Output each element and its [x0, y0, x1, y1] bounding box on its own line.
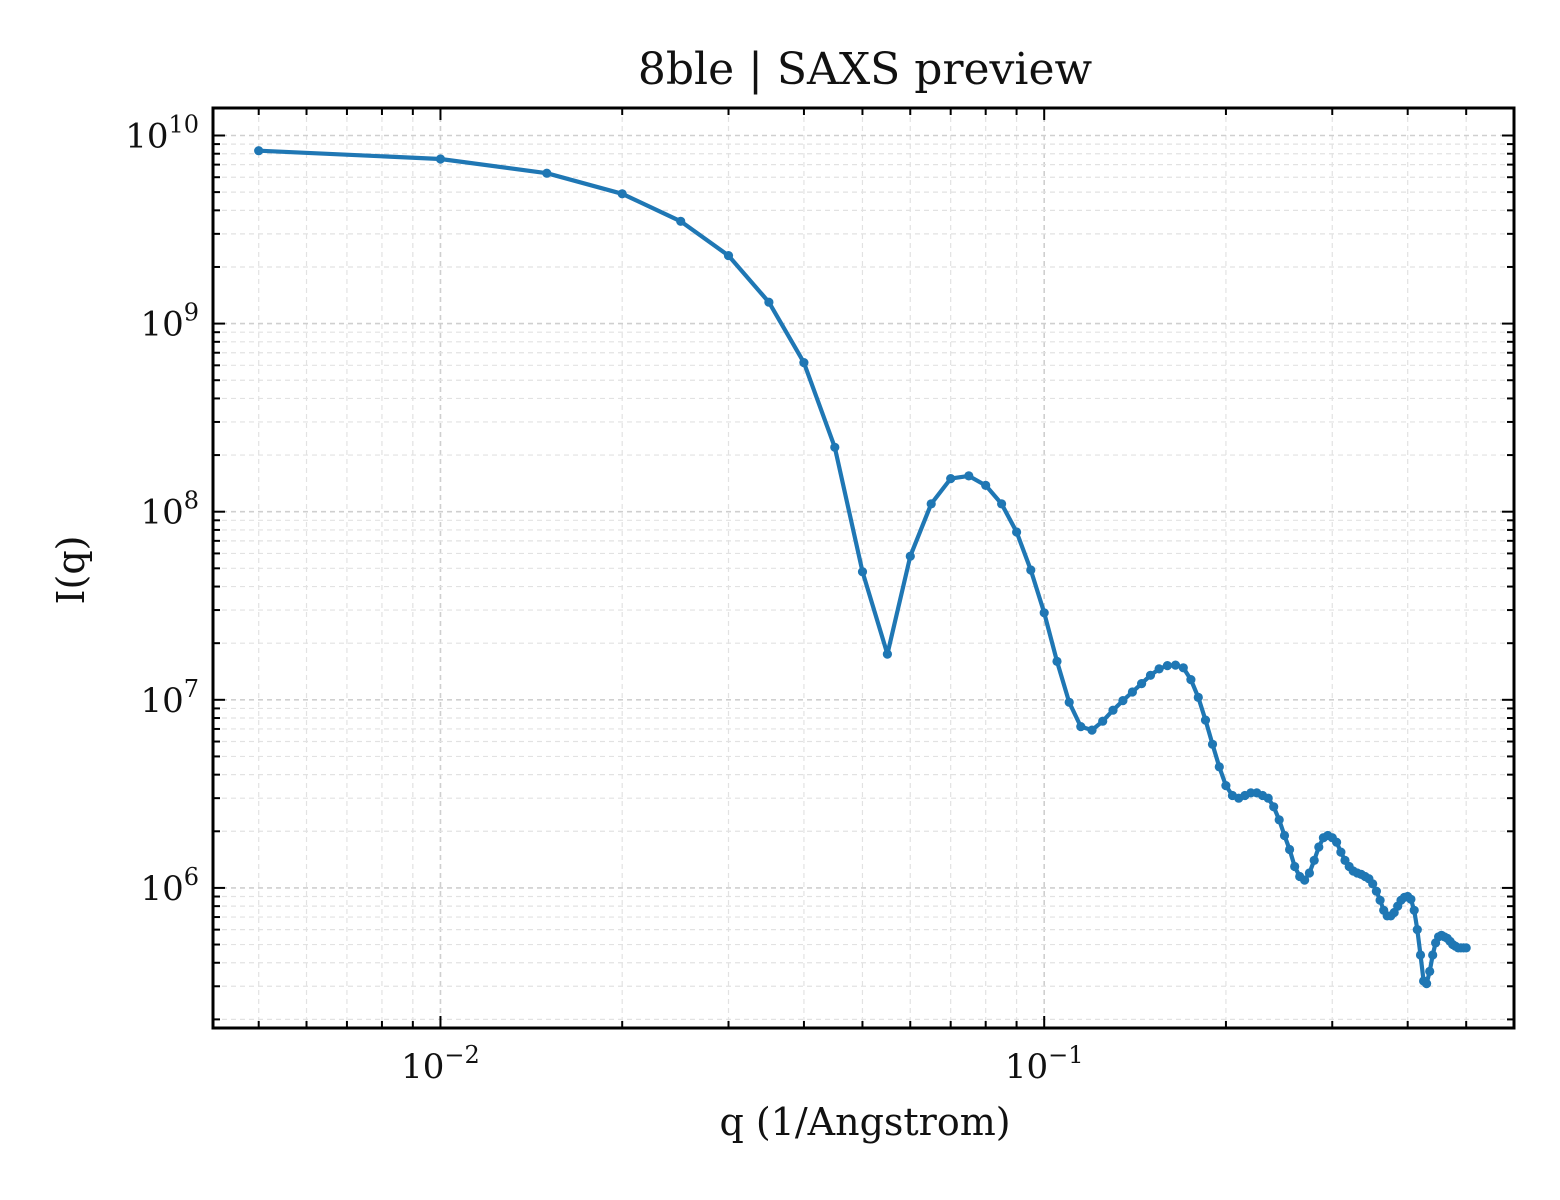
data-point — [1415, 950, 1426, 960]
data-point — [1207, 739, 1218, 749]
data-point — [1309, 855, 1319, 866]
data-point — [1422, 979, 1432, 989]
data-point — [1154, 664, 1164, 674]
x-axis-label: q (1/Angstrom) — [719, 1100, 1010, 1144]
data-point — [1052, 656, 1062, 667]
data-point — [1026, 565, 1036, 575]
data-point — [1304, 868, 1314, 878]
data-point — [857, 567, 868, 577]
grid — [213, 108, 1514, 1028]
data-point — [1285, 844, 1295, 855]
data-point — [676, 216, 686, 226]
data-point — [1186, 675, 1196, 685]
x-tick-label: 10−1 — [1005, 1041, 1084, 1087]
data-point — [1290, 861, 1300, 872]
data-point — [964, 471, 974, 481]
series-line — [258, 148, 1467, 986]
data-point — [254, 146, 264, 156]
data-point — [542, 168, 552, 178]
data-point — [1371, 886, 1381, 896]
data-point — [926, 499, 936, 509]
data-point — [1200, 715, 1211, 725]
data-point — [764, 297, 774, 307]
data-point — [997, 499, 1007, 509]
data-point — [1409, 905, 1419, 915]
data-point — [723, 251, 734, 261]
data-point — [1118, 696, 1128, 706]
data-point — [1269, 802, 1279, 812]
data-point — [1461, 943, 1471, 953]
data-point — [1076, 722, 1086, 732]
data-point — [799, 358, 809, 368]
y-tick-label: 109 — [140, 299, 199, 345]
data-point — [981, 480, 991, 490]
data-point — [1300, 875, 1310, 885]
data-point — [1263, 793, 1273, 803]
data-point — [1012, 527, 1022, 537]
axes-frame — [211, 106, 1516, 1030]
data-point — [1127, 687, 1137, 697]
data-point — [1137, 679, 1147, 689]
data-point — [1193, 692, 1203, 703]
data-point — [1412, 925, 1422, 935]
data-point — [617, 189, 627, 199]
y-tick-label: 106 — [140, 863, 199, 909]
data-point — [1214, 762, 1224, 772]
data-point — [1039, 608, 1049, 618]
chart-title: 8ble | SAXS preview — [638, 44, 1093, 95]
data-point — [1162, 661, 1172, 671]
data-point — [946, 474, 956, 484]
data-point — [1098, 716, 1108, 726]
data-point — [1406, 894, 1416, 904]
data-point — [1314, 842, 1324, 852]
data-point — [1428, 950, 1438, 960]
data-point — [1064, 697, 1074, 707]
data-point — [1332, 837, 1342, 847]
y-axis-label: I(q) — [49, 536, 93, 605]
data-point — [882, 649, 893, 659]
data-point — [1178, 663, 1188, 673]
data-point — [1274, 815, 1284, 825]
y-tick-label: 1010 — [125, 110, 199, 156]
data-point — [1087, 725, 1097, 735]
data-point — [905, 551, 915, 561]
x-tick-label: 10−2 — [401, 1041, 480, 1087]
data-point — [435, 154, 446, 164]
y-tick-label: 108 — [140, 487, 199, 533]
data-point — [1375, 895, 1385, 905]
data-point — [1108, 705, 1118, 715]
data-point — [1336, 847, 1346, 857]
data-point — [1221, 781, 1231, 791]
data-point — [1145, 670, 1156, 680]
data-point — [1368, 879, 1378, 889]
data-point — [830, 442, 840, 452]
ticks: 10−2 10−1 106 107 108 109 1010 — [125, 108, 1514, 1087]
data-point — [1279, 830, 1290, 841]
data-point — [1425, 966, 1435, 977]
plot-area — [254, 146, 1471, 989]
y-tick-label: 107 — [140, 675, 199, 721]
data-point — [1170, 660, 1181, 670]
